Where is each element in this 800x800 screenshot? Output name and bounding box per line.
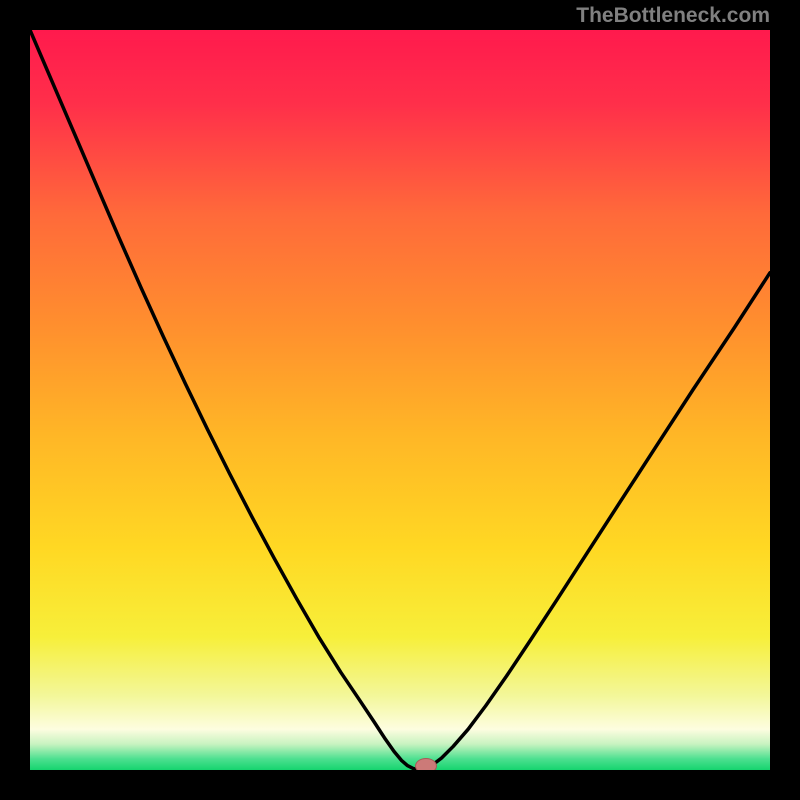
- optimal-point-marker: [415, 758, 437, 770]
- curve-path: [30, 30, 770, 770]
- plot-area: [30, 30, 770, 770]
- chart-container: TheBottleneck.com: [0, 0, 800, 800]
- watermark-text: TheBottleneck.com: [576, 4, 770, 28]
- bottleneck-curve: [30, 30, 770, 770]
